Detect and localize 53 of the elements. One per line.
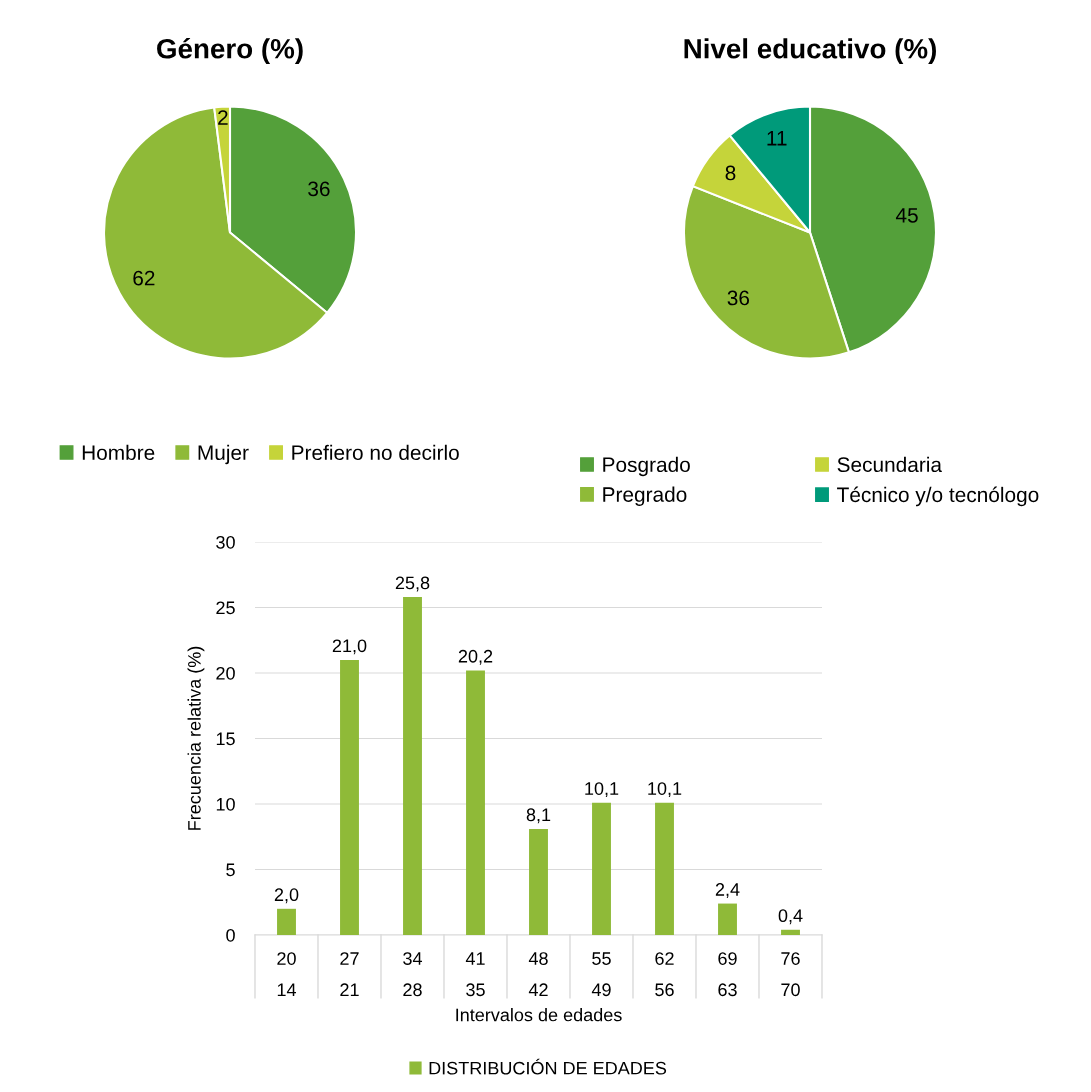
legend-label: Técnico y/o tecnólogo	[837, 486, 1039, 507]
bar	[718, 903, 737, 935]
y-tick-label: 10	[216, 797, 235, 811]
legend-label: Prefiero no decirlo	[292, 444, 459, 461]
bar	[655, 802, 674, 935]
text: 20,2	[458, 649, 493, 665]
chart-title: Nivel educativo (%)	[684, 38, 936, 65]
bar	[592, 802, 611, 935]
x-tick-label: 41 35	[465, 952, 485, 997]
legend-label: Pregrado	[603, 486, 687, 507]
bar	[277, 908, 296, 935]
x-axis-title: Intervalos de edades	[456, 1008, 622, 1022]
x-tick-label: 48 42	[528, 952, 548, 996]
legend-label: Posgrado	[603, 456, 690, 477]
data-label: 11	[767, 131, 787, 146]
legend-label: Mujer	[198, 444, 249, 465]
x-tick-label: 62 56	[655, 952, 674, 997]
text: 2,4	[715, 883, 740, 898]
text: 21,0	[332, 639, 367, 655]
text: 0,4	[778, 909, 803, 925]
data-label: 62	[133, 270, 155, 286]
bar	[781, 929, 800, 935]
y-tick-label: 25	[216, 601, 235, 615]
x-tick-label: 76 70	[781, 952, 800, 997]
x-tick-label: 27 21	[340, 952, 359, 996]
text: 10,1	[585, 782, 619, 798]
y-tick-label: 20	[216, 666, 235, 680]
chart-title: Género (%)	[157, 37, 303, 65]
text: 25,8	[395, 576, 430, 592]
y-axis-title: Frecuencia relativa (%)	[187, 646, 205, 830]
legend-label: Hombre	[82, 444, 155, 461]
data-label: 36	[308, 181, 330, 197]
x-tick-label: 34 28	[403, 952, 423, 997]
y-tick-label: 5	[226, 863, 235, 877]
bar	[403, 597, 422, 935]
text: 10,1	[648, 782, 682, 798]
y-tick-label: 30	[216, 535, 235, 549]
data-label: 36	[727, 290, 750, 306]
data-label: 8	[725, 165, 736, 181]
bar	[466, 670, 485, 935]
x-tick-label: 20 14	[277, 952, 297, 996]
legend-label: Secundaria	[837, 456, 942, 473]
text: 2,0	[274, 888, 299, 904]
y-tick-label: 15	[216, 732, 235, 746]
data-label: 2	[218, 110, 228, 125]
data-label: 45	[895, 208, 918, 223]
text: 8,1	[526, 808, 551, 824]
x-tick-label: 55 49	[591, 952, 611, 997]
bar	[529, 828, 548, 935]
y-tick-label: 0	[226, 928, 235, 942]
legend-label: DISTRIBUCIÓN DE EDADES	[429, 1058, 667, 1075]
bar	[340, 659, 359, 935]
x-tick-label: 69 63	[718, 952, 737, 997]
